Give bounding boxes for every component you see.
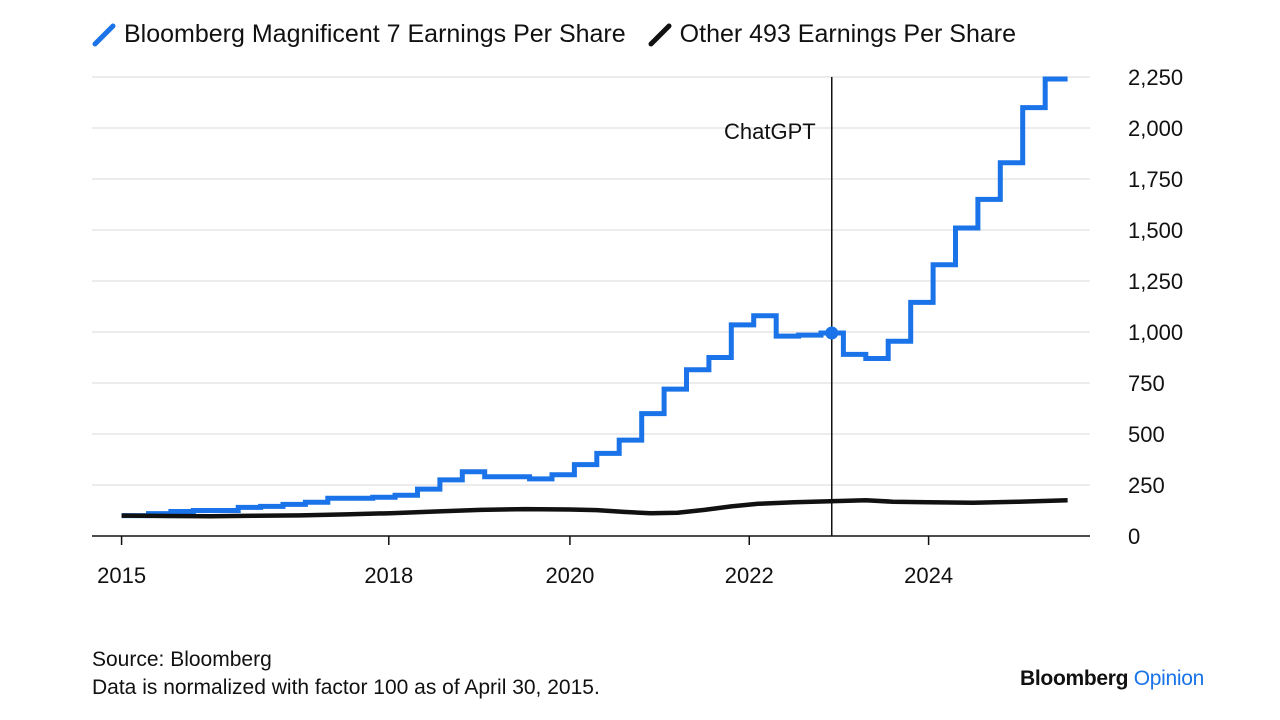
x-tick-label: 2018: [364, 563, 413, 588]
y-tick-label: 2,000: [1128, 116, 1183, 141]
y-tick-label: 1,250: [1128, 269, 1183, 294]
legend-label-mag7: Bloomberg Magnificent 7 Earnings Per Sha…: [124, 20, 626, 48]
x-tick-label: 2022: [725, 563, 774, 588]
y-tick-label: 1,000: [1128, 320, 1183, 345]
normalization-note: Data is normalized with factor 100 as of…: [92, 676, 600, 699]
legend-item-other493: Other 493 Earnings Per Share: [648, 20, 1016, 49]
y-tick-label: 1,500: [1128, 218, 1183, 243]
series-line-mag7: [121, 76, 1068, 519]
chart-footer: Source: Bloomberg Data is normalized wit…: [92, 646, 600, 702]
series-line-other493: [121, 498, 1068, 519]
x-tick-label: 2020: [545, 563, 594, 588]
chatgpt-intersection-dot: [825, 326, 839, 340]
legend-label-other493: Other 493 Earnings Per Share: [679, 20, 1016, 48]
y-tick-label: 0: [1128, 524, 1140, 549]
chart-legend: Bloomberg Magnificent 7 Earnings Per Sha…: [92, 20, 1038, 49]
y-tick-label: 500: [1128, 422, 1165, 447]
line-chart: 0 250 500 750 1,000 1,250 1,500 1,750 2,000 2,250…: [92, 65, 1183, 588]
y-tick-label: 2,250: [1128, 65, 1183, 90]
y-tick-label: 750: [1128, 371, 1165, 396]
x-tick-label: 2024: [904, 563, 953, 588]
brand-logo: Bloomberg Opinion: [1020, 667, 1204, 691]
source-note: Source: Bloomberg: [92, 648, 272, 671]
y-tick-label: 250: [1128, 473, 1165, 498]
legend-swatch-mag7: [92, 23, 116, 46]
chatgpt-annotation-label: ChatGPT: [724, 119, 816, 144]
y-tick-label: 1,750: [1128, 167, 1183, 192]
brand-name: Bloomberg: [1020, 667, 1129, 690]
x-tick-label: 2015: [97, 563, 146, 588]
legend-swatch-other493: [648, 23, 672, 46]
brand-section: Opinion: [1133, 667, 1205, 690]
legend-item-mag7: Bloomberg Magnificent 7 Earnings Per Sha…: [92, 20, 626, 49]
